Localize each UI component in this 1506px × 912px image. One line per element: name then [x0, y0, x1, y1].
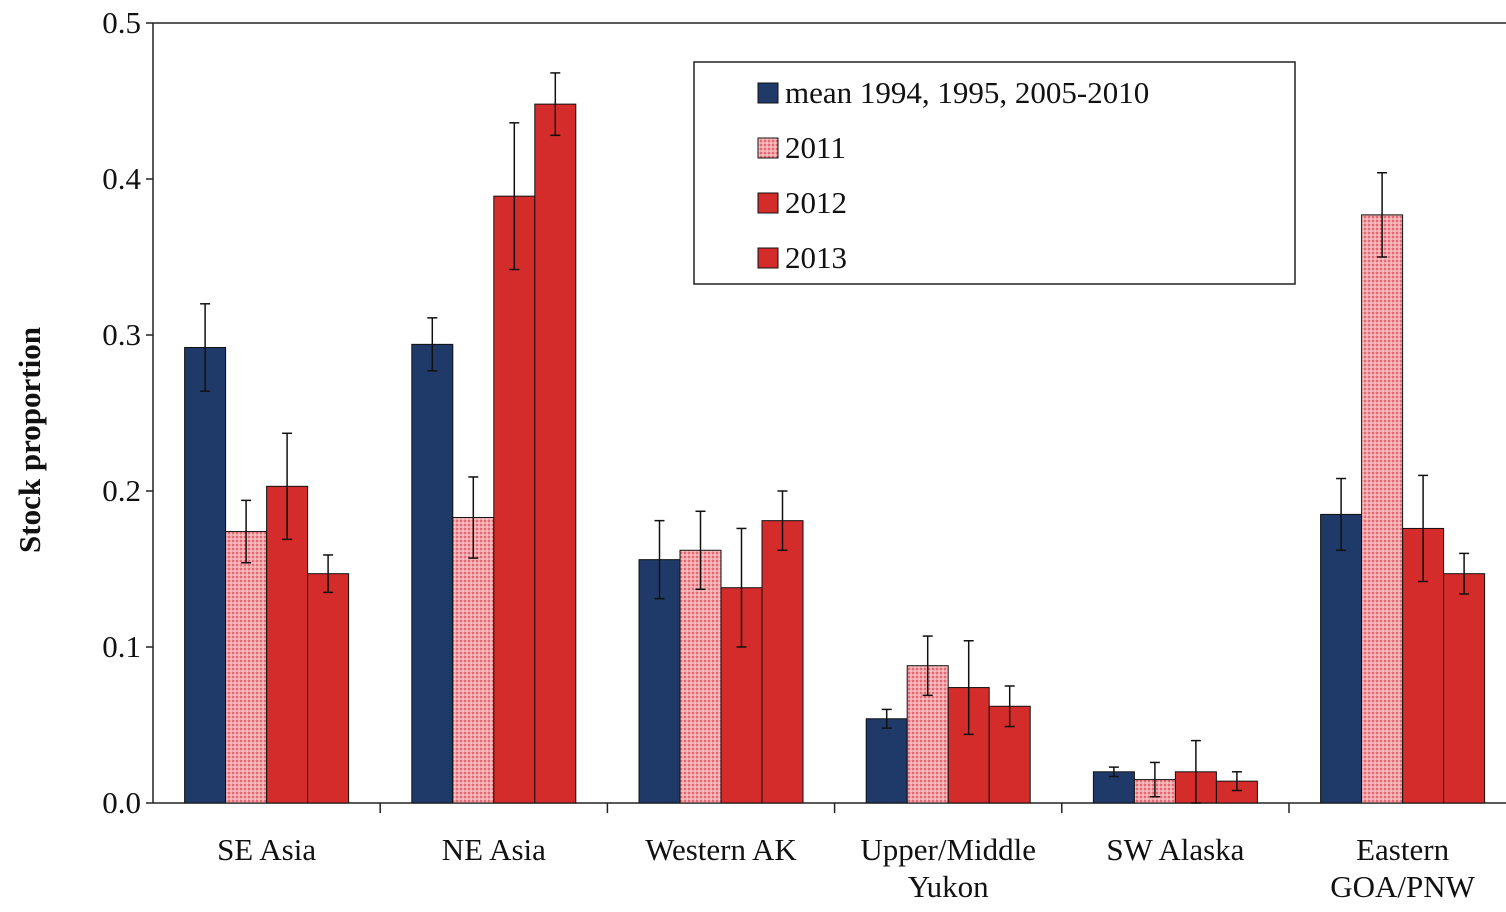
- legend-label: mean 1994, 1995, 2005-2010: [785, 75, 1149, 110]
- x-tick-label-line: GOA/PNW: [1330, 869, 1475, 904]
- error-bar: [323, 554, 334, 594]
- x-tick-label: Upper/Middle Yukon: [860, 832, 1036, 904]
- bar: [307, 573, 350, 804]
- error-bar: [1231, 771, 1242, 792]
- x-tick-label: SE Asia: [217, 832, 316, 867]
- bar: [493, 195, 536, 804]
- legend-swatch: [757, 192, 779, 214]
- error-bar: [777, 490, 788, 552]
- error-bar: [1190, 739, 1201, 804]
- x-tick-label-line: Upper/Middle: [860, 832, 1036, 867]
- legend-swatch: [757, 82, 779, 104]
- y-tick-label: 0.2: [102, 473, 141, 508]
- error-bar: [1336, 477, 1347, 552]
- bar: [534, 103, 577, 804]
- error-bar: [1108, 766, 1119, 778]
- error-bar: [922, 635, 933, 697]
- error-bar: [1418, 474, 1429, 583]
- error-bar: [550, 72, 561, 137]
- error-bar: [736, 527, 747, 648]
- legend-swatch: [757, 137, 779, 159]
- error-bar: [963, 640, 974, 736]
- legend-swatch: [757, 247, 779, 269]
- error-bar: [468, 476, 479, 559]
- y-tick-label: 0.3: [102, 317, 141, 352]
- error-bar: [509, 122, 520, 271]
- error-bar: [282, 432, 293, 541]
- y-tick-label: 0.5: [102, 5, 141, 40]
- bar: [411, 343, 454, 804]
- bar: [225, 531, 268, 804]
- x-tick-label: NE Asia: [442, 832, 546, 867]
- legend: mean 1994, 1995, 2005-2010 2011 2012 2013: [693, 61, 1296, 285]
- y-tick-label: 0.4: [102, 161, 141, 196]
- error-bar: [1459, 552, 1470, 595]
- error-bar: [1004, 685, 1015, 728]
- x-tick-label-line: Yukon: [908, 869, 989, 904]
- legend-box: [693, 61, 1296, 285]
- bar: [761, 520, 804, 804]
- error-bar: [654, 519, 665, 600]
- bar: [1443, 573, 1486, 804]
- error-bar: [1377, 172, 1388, 258]
- bar: [1361, 214, 1404, 804]
- x-tick-label: Western AK: [645, 832, 797, 867]
- bar: [184, 346, 227, 804]
- error-bar: [881, 708, 892, 729]
- legend-label: 2012: [785, 185, 847, 220]
- y-tick-label: 0.0: [102, 785, 141, 820]
- bar: [638, 559, 681, 804]
- legend-label: 2011: [785, 130, 846, 165]
- error-bar: [695, 510, 706, 591]
- error-bar: [427, 317, 438, 372]
- bar: [865, 718, 908, 804]
- bar: [452, 517, 495, 804]
- x-tick-label-line: Eastern: [1356, 832, 1449, 867]
- y-tick-label: 0.1: [102, 629, 141, 664]
- legend-label: 2013: [785, 240, 847, 275]
- x-tick-label: Eastern GOA/PNW: [1330, 832, 1475, 904]
- error-bar: [1149, 761, 1160, 798]
- y-axis-label: Stock proportion: [12, 327, 47, 553]
- error-bar: [241, 499, 252, 564]
- bar: [1320, 513, 1363, 804]
- x-tick-label: SW Alaska: [1106, 832, 1244, 867]
- error-bar: [200, 303, 211, 392]
